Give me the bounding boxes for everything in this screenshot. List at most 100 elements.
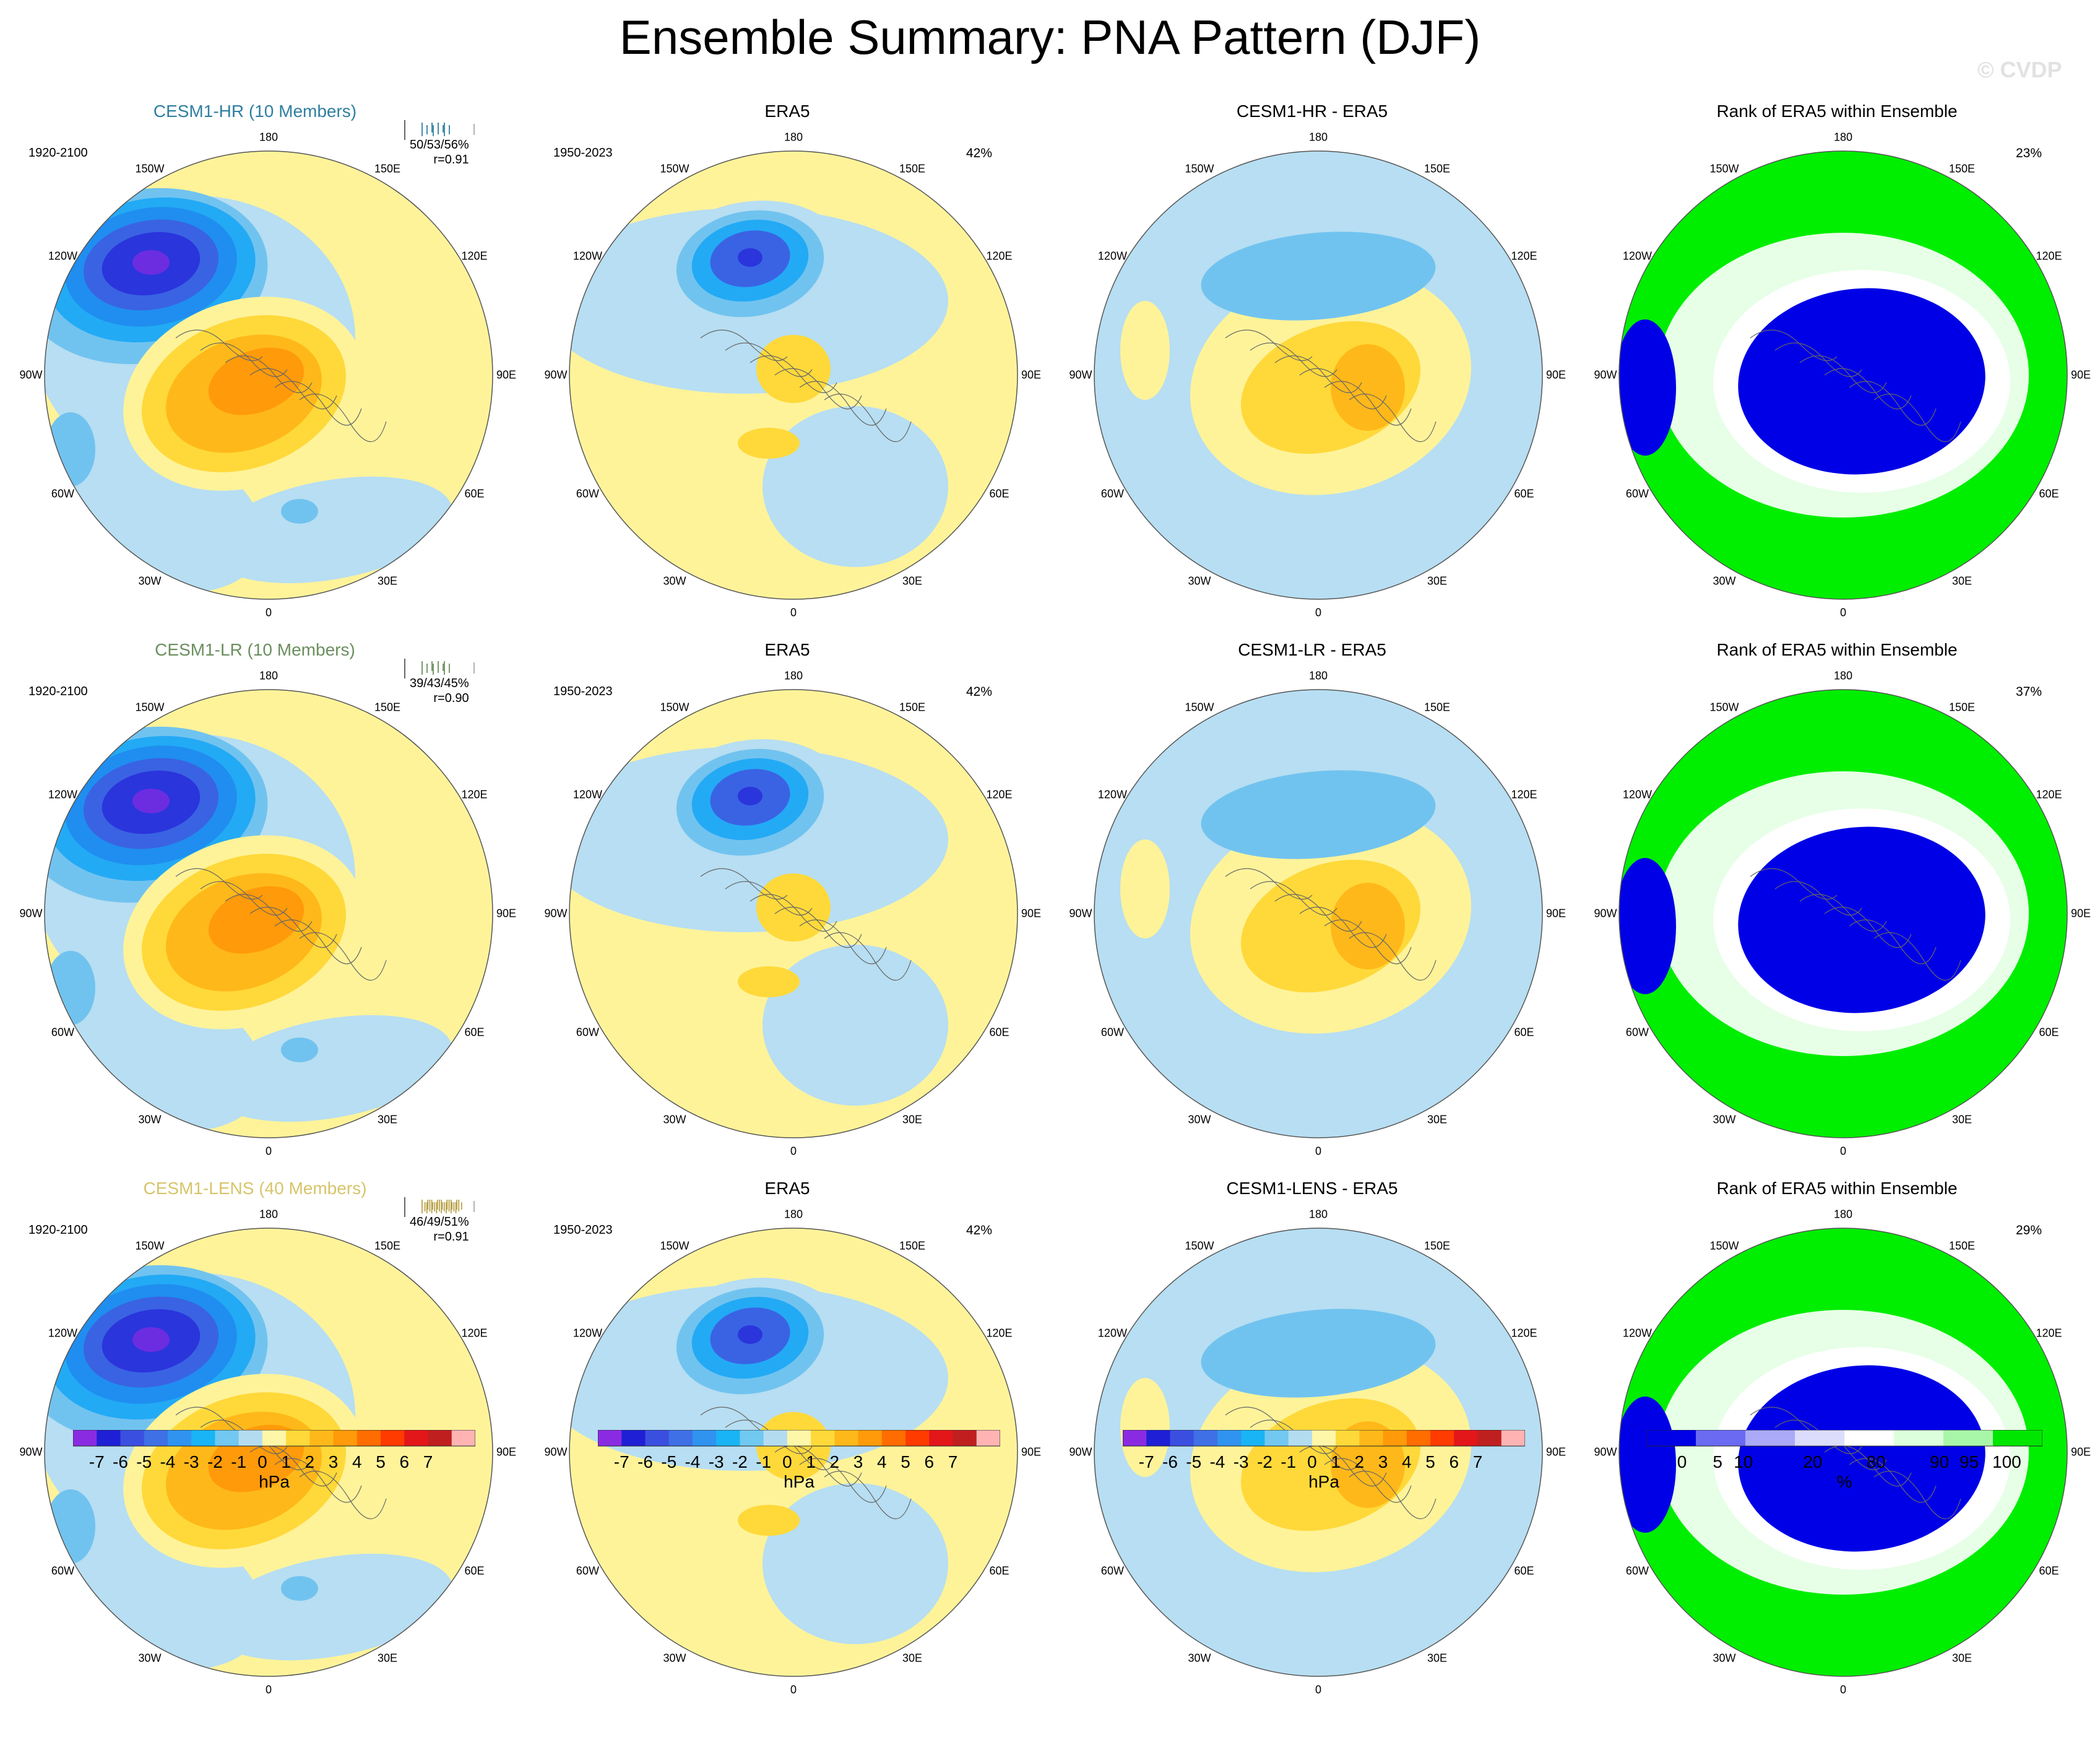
longitude-label: 0 (265, 1683, 272, 1696)
colorbar-tick-label: 2 (305, 1452, 315, 1471)
longitude-label: 90E (1545, 907, 1566, 920)
colorbar-swatch (144, 1430, 168, 1446)
polar-map (1094, 150, 1543, 600)
colorbar-tick-label: 6 (399, 1452, 410, 1471)
longitude-label: 30W (138, 1113, 162, 1126)
coastline (200, 881, 288, 916)
panel-model-row1: CESM1-HR (10 Members) 180 150E 120E 90E 60E 30… (0, 99, 525, 638)
longitude-label: 120W (573, 1327, 602, 1340)
colorbar-tick-label: 3 (1378, 1452, 1388, 1471)
longitude-label: 90W (1594, 368, 1617, 381)
longitude-label: 90E (1021, 1445, 1042, 1458)
contour-region (738, 248, 763, 267)
coastline (1799, 355, 1887, 393)
coastline (299, 1471, 387, 1519)
colorbar-tick-label: 5 (901, 1452, 910, 1471)
colorbar-swatch (929, 1430, 954, 1446)
colorbar-swatch (356, 1430, 381, 1446)
longitude-label: 60E (2039, 487, 2059, 500)
contour-region (1120, 839, 1170, 938)
longitude-label: 60E (2039, 1026, 2059, 1039)
coastline (1225, 329, 1313, 362)
colorbar-tick-label: -5 (136, 1452, 152, 1471)
panel-obs-row1: ERA5 180 150E 120E 90E 60E 30E 0 30W 60W 90W 120W 15… (525, 99, 1050, 638)
longitude-label: 60W (1625, 1026, 1649, 1039)
panel-diff-row3: CESM1-LENS - ERA5 180 150E 120E 90E 60E 30E 0 30… (1050, 1176, 1575, 1715)
colorbar-tick-label: 100 (1992, 1452, 2021, 1471)
panel-title: CESM1-LR - ERA5 (1238, 640, 1386, 659)
colorbar-swatch (238, 1430, 263, 1446)
longitude-label: 60E (1514, 487, 1534, 500)
colorbar-swatch (1430, 1430, 1454, 1446)
member-tick-strip (404, 659, 475, 678)
longitude-label: 120W (1622, 788, 1652, 801)
rank-low-region (1738, 288, 1985, 475)
longitude-label: 180 (784, 131, 803, 144)
longitude-label: 180 (259, 131, 279, 144)
contour-region (1331, 883, 1405, 969)
map-boundary (569, 1228, 1018, 1677)
contour-region (738, 966, 800, 997)
coastline (1324, 1458, 1412, 1503)
colorbar-swatch (953, 1430, 977, 1446)
longitude-label: 120E (986, 249, 1013, 262)
coastline (1299, 368, 1387, 410)
colorbar-tick-label: -7 (89, 1452, 105, 1471)
longitude-label: 90E (496, 1445, 517, 1458)
colorbar-swatch (286, 1430, 310, 1446)
colorbar-swatch (1943, 1430, 1994, 1446)
polar-map (569, 689, 1018, 1138)
coastline (1349, 1471, 1437, 1519)
polar-map (569, 150, 1018, 600)
longitude-label: 90W (544, 907, 568, 920)
colorbar-swatch (1696, 1430, 1746, 1446)
colorbar-swatch (1123, 1430, 1147, 1446)
explained-variance: 42% (966, 146, 993, 160)
colorbar-swatch (1193, 1430, 1218, 1446)
longitude-label: 30W (1188, 1113, 1211, 1126)
longitude-label: 60E (989, 1564, 1009, 1577)
polar-map (1618, 689, 2068, 1138)
coastline (1250, 881, 1337, 916)
longitude-label: 30E (377, 1652, 398, 1665)
colorbar-swatch (191, 1430, 215, 1446)
colorbar-swatch (1795, 1430, 1845, 1446)
colorbar-swatch (73, 1430, 97, 1446)
panel-title: ERA5 (764, 102, 810, 121)
colorbar-swatch (787, 1430, 811, 1446)
page-title: Ensemble Summary: PNA Pattern (DJF) (619, 10, 1481, 64)
colorbar-swatch (1336, 1430, 1360, 1446)
colorbar-tick-label: 10 (1734, 1452, 1753, 1471)
pattern-stats: 46/49/51% r=0.91 (410, 1215, 469, 1244)
longitude-label: 90W (544, 368, 568, 381)
polar-map (569, 1228, 1018, 1677)
colorbar-tick-label: 1 (281, 1452, 291, 1471)
coastline (249, 368, 337, 410)
colorbar-tick-label: -1 (231, 1452, 247, 1471)
colorbar-swatch (428, 1430, 452, 1446)
longitude-label: 0 (1315, 1145, 1322, 1158)
longitude-label: 150E (374, 162, 401, 175)
coastline (1824, 368, 1912, 410)
colorbar-tick-label: 0 (1677, 1452, 1687, 1471)
longitude-label: 30W (1713, 1113, 1736, 1126)
longitude-label: 120E (2036, 249, 2062, 262)
colorbar-tick-label: 5 (376, 1452, 386, 1471)
longitude-label: 150E (1424, 162, 1451, 175)
explained-variance: 37% (2016, 685, 2042, 699)
colorbar-swatch (451, 1430, 475, 1446)
coastline (1774, 342, 1862, 377)
coastline (1873, 1471, 1961, 1519)
colorbar-swatch (716, 1430, 740, 1446)
contour-region (208, 476, 453, 584)
longitude-label: 60W (1100, 1564, 1124, 1577)
longitude-label: 60E (1514, 1564, 1534, 1577)
coastline (774, 368, 862, 410)
contour-region (46, 951, 95, 1025)
panel-rank-row1: Rank of ERA5 within Ensemble 180 150E 120E 9… (1575, 99, 2099, 638)
coastline (1349, 394, 1437, 442)
colorbar-swatch (1993, 1430, 2042, 1446)
colorbar-unit: hPa (784, 1472, 815, 1491)
longitude-label: 180 (784, 669, 803, 682)
colorbar-tick-label: 7 (423, 1452, 433, 1471)
